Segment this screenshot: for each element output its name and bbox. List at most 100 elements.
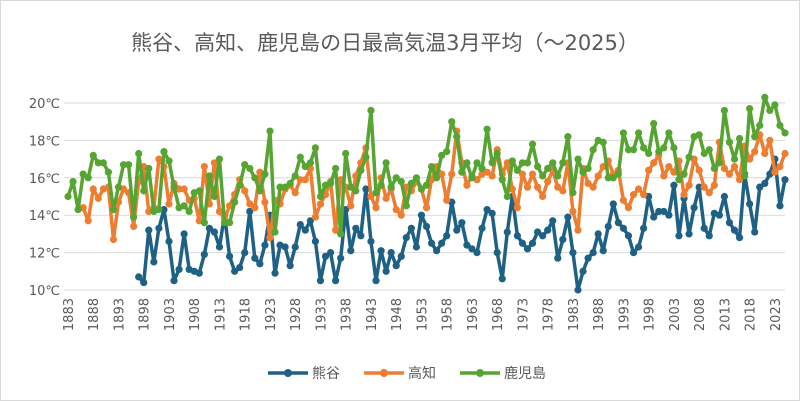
gridlines [64, 102, 785, 291]
data-point [468, 174, 476, 182]
x-tick-label: 1898 [138, 298, 153, 331]
data-point [483, 205, 491, 214]
x-tick-label: 1963 [466, 298, 481, 331]
data-point [155, 205, 163, 214]
data-point [473, 159, 481, 167]
data-point [175, 265, 183, 274]
data-point [488, 159, 496, 167]
data-point [185, 207, 193, 216]
data-point [766, 136, 774, 144]
data-point [215, 207, 224, 216]
data-point [655, 148, 663, 156]
data-point [761, 149, 769, 158]
data-point [104, 168, 112, 176]
data-point [619, 224, 628, 232]
data-point [74, 205, 82, 214]
data-point [94, 159, 102, 167]
legend-item: 熊谷 [268, 366, 340, 382]
data-point [145, 226, 153, 234]
legend-label: 鹿児島 [504, 365, 546, 382]
data-point [291, 189, 299, 197]
data-point [549, 217, 557, 225]
x-tick-label: 2013 [718, 298, 733, 331]
data-point [523, 159, 532, 167]
legend: 熊谷 高知 鹿児島 [268, 365, 546, 382]
x-tick-label: 1953 [415, 298, 430, 331]
data-point [417, 185, 426, 193]
data-point [200, 219, 208, 227]
data-point [89, 185, 97, 193]
data-point [508, 185, 516, 193]
data-point [326, 249, 335, 257]
data-point [735, 134, 744, 143]
data-point [291, 243, 299, 251]
data-point [730, 162, 739, 171]
data-point [498, 176, 506, 184]
data-point [670, 181, 678, 189]
data-point [690, 204, 698, 212]
data-point [513, 166, 521, 174]
data-point [549, 159, 557, 167]
data-point [316, 192, 325, 201]
data-point [554, 254, 562, 262]
data-point [634, 129, 643, 137]
data-point [367, 106, 375, 115]
data-point [357, 166, 365, 174]
data-point [286, 262, 294, 270]
data-point [251, 254, 259, 262]
data-point [478, 224, 486, 232]
data-point [392, 262, 400, 270]
data-point [397, 252, 405, 260]
data-point [438, 151, 446, 159]
data-point [463, 159, 471, 167]
data-point [503, 228, 511, 236]
x-tick-label: 1988 [592, 298, 607, 331]
data-point [200, 250, 208, 259]
data-point [650, 159, 658, 167]
data-point [629, 146, 638, 154]
data-point [513, 232, 521, 240]
data-point [493, 149, 501, 158]
series-2 [64, 93, 789, 238]
data-point [599, 138, 607, 146]
data-point [453, 133, 461, 141]
data-point [165, 157, 173, 165]
data-point [422, 222, 431, 231]
data-point [705, 232, 713, 240]
data-point [458, 168, 466, 176]
x-tick-label: 1958 [441, 298, 456, 331]
data-point [225, 252, 234, 260]
data-point [261, 198, 269, 206]
data-point [629, 249, 638, 257]
data-point [569, 189, 577, 197]
data-point [352, 224, 360, 232]
data-point [281, 183, 289, 191]
data-point [528, 170, 537, 178]
data-point [776, 202, 784, 210]
x-tick-label: 1903 [163, 298, 178, 331]
data-point [624, 204, 633, 212]
data-point [266, 234, 274, 242]
data-point [776, 121, 784, 130]
data-point [443, 232, 451, 240]
data-point [342, 149, 350, 158]
data-point [751, 228, 759, 236]
series-lines [64, 93, 789, 294]
data-point [539, 232, 547, 240]
data-point [771, 168, 779, 176]
data-point [231, 267, 239, 275]
data-point [629, 191, 638, 199]
data-point [710, 164, 718, 173]
data-point [544, 164, 552, 173]
data-point [311, 213, 320, 221]
data-point [645, 166, 653, 174]
data-point [205, 224, 213, 232]
x-axis-ticks: 1883 1888 1893 1898 1903 1908 1913 1918 1923 1928… [62, 298, 784, 331]
data-point [402, 202, 410, 210]
data-point [210, 192, 219, 201]
x-tick-label: 1938 [340, 298, 355, 331]
data-point [448, 118, 456, 126]
data-point [518, 170, 527, 178]
data-point [559, 235, 567, 244]
data-point [352, 187, 360, 195]
